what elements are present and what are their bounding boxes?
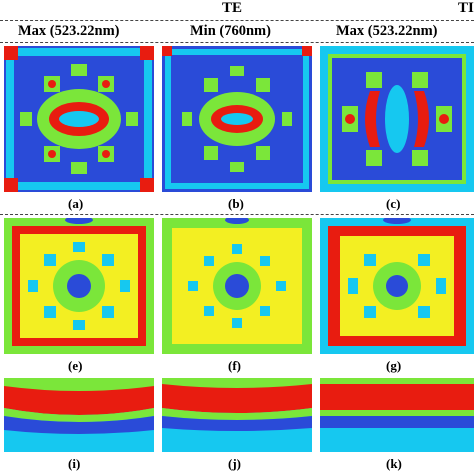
field-map-j	[162, 378, 312, 452]
caption-f: (f)	[228, 358, 241, 373]
column-title-3: Max (523.22nm)	[336, 23, 438, 39]
caption-c: (c)	[386, 196, 401, 211]
field-map-k	[320, 378, 474, 452]
field-map-a	[4, 46, 154, 192]
field-map-g	[320, 218, 474, 354]
field-map-e	[4, 218, 154, 354]
caption-k: (k)	[386, 456, 402, 471]
caption-a: (a)	[68, 196, 84, 211]
group-label-te: TE	[222, 0, 243, 16]
field-map-f	[162, 218, 312, 354]
field-map-b	[162, 46, 312, 192]
column-title-1: Max (523.22nm)	[18, 23, 120, 39]
divider	[0, 214, 474, 215]
column-title-2: Min (760nm)	[190, 23, 271, 39]
field-map-i	[4, 378, 154, 452]
group-label-tm: TI	[458, 0, 474, 16]
field-map-c	[320, 46, 474, 192]
caption-j: (j)	[228, 456, 241, 471]
caption-i: (i)	[68, 456, 81, 471]
caption-g: (g)	[386, 358, 402, 373]
caption-b: (b)	[228, 196, 244, 211]
divider	[0, 42, 474, 43]
caption-e: (e)	[68, 358, 83, 373]
divider	[0, 20, 474, 21]
